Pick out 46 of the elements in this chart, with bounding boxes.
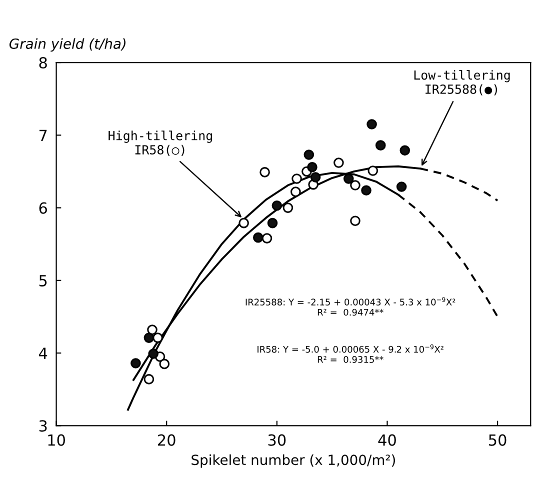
- point: [375, 140, 386, 150]
- point: [282, 202, 294, 213]
- point: [400, 145, 410, 156]
- x-tick-label: 20: [158, 434, 176, 446]
- point: [238, 218, 249, 228]
- point: [396, 182, 407, 192]
- y-tick-label: 6: [39, 202, 47, 214]
- point: [144, 332, 154, 343]
- x-axis-title: Spikelet number (x 1,000/m²): [192, 454, 395, 468]
- point: [130, 358, 141, 368]
- point: [144, 374, 154, 384]
- annotation: High-tillering IR58(○): [108, 130, 212, 156]
- y-axis-title: Grain yield (t/ha): [9, 38, 126, 52]
- point: [272, 200, 282, 211]
- point: [260, 167, 270, 178]
- point: [361, 185, 372, 196]
- point: [253, 232, 264, 243]
- point: [307, 162, 318, 172]
- text: IR25588: Y = -2.15 + 0.00043 X - 5.3 x 10$^{−9}$X² R² = 0.9474**: [246, 297, 456, 316]
- point: [267, 218, 278, 228]
- point: [334, 158, 344, 168]
- y-tick-label: 8: [39, 56, 47, 69]
- point: [366, 119, 377, 130]
- x-tick-label: 30: [268, 434, 286, 446]
- x-tick-label: 10: [48, 434, 65, 446]
- point: [147, 324, 158, 335]
- point: [292, 174, 302, 184]
- point: [290, 186, 301, 197]
- point: [148, 348, 159, 359]
- point: [262, 233, 272, 244]
- y-tick-label: 7: [39, 130, 47, 141]
- point: [152, 332, 163, 343]
- annotation: Low-tillering IR25588(●): [414, 70, 510, 96]
- x-tick-label: 40: [378, 434, 396, 446]
- y-tick-label: 3: [39, 420, 47, 432]
- point: [350, 180, 360, 190]
- point: [304, 150, 314, 160]
- point: [159, 358, 170, 370]
- x-tick-label: 50: [489, 434, 506, 446]
- point: [343, 174, 354, 184]
- y-tick-label: 4: [38, 348, 48, 359]
- point: [350, 216, 360, 226]
- y-tick-label: 5: [39, 275, 47, 286]
- point: [368, 166, 378, 176]
- text: IR58: Y = -5.0 + 0.00065 X - 9.2 x 10$^{−9}$X² R² = 0.9315**: [258, 344, 444, 363]
- point: [310, 172, 321, 182]
